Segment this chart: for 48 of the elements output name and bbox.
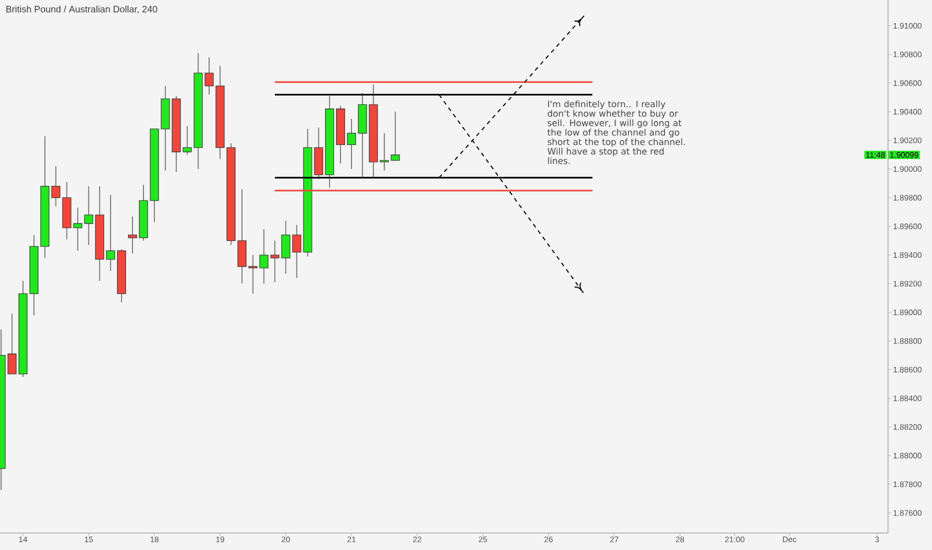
y-tick-label: 1.89800	[894, 194, 922, 201]
y-tick-label: 1.90000	[894, 166, 922, 172]
candlestick	[51, 166, 60, 207]
candlestick	[259, 228, 268, 284]
candlestick	[346, 118, 356, 170]
y-tick-label: 1.88800	[894, 338, 922, 344]
candlestick	[390, 111, 400, 161]
text: 1.90099	[890, 152, 918, 158]
candlestick	[84, 186, 94, 246]
x-tick-label: 27	[610, 536, 618, 542]
y-tick-label: 1.88600	[894, 366, 922, 372]
x-tick-label: 18	[150, 536, 158, 542]
y-tick-label: 1.88000	[894, 452, 922, 458]
x-tick-label: Dec	[783, 536, 796, 542]
candlestick	[380, 132, 389, 171]
y-tick-label: 1.90400	[894, 108, 922, 115]
x-tick-label: 14	[19, 536, 28, 542]
x-tick-label: 19	[216, 536, 224, 542]
y-tick-label: 1.88200	[894, 424, 922, 430]
x-tick-label: 20	[282, 536, 290, 542]
y-tick-label: 1.89600	[894, 224, 922, 230]
candlestick	[8, 313, 17, 374]
x-tick-label: 21:00	[725, 536, 744, 542]
y-tick-label: 1.90800	[894, 52, 922, 58]
y-tick-label: 1.90200	[894, 138, 922, 144]
x-tick-label: 25	[478, 536, 487, 542]
x-tick-label: 28	[676, 536, 684, 542]
x-tick-label: 22	[413, 536, 422, 542]
y-tick-label: 1.89000	[894, 310, 922, 316]
y-tick-label: 1.90600	[894, 80, 922, 86]
candlestick	[128, 216, 137, 254]
y-tick-label: 1.89400	[894, 252, 922, 258]
x-tick-label: 3	[875, 536, 879, 542]
y-tick-label: 1.87800	[894, 481, 922, 488]
candlestick	[248, 254, 258, 294]
candlestick	[204, 56, 214, 96]
x-tick-label: 15	[84, 536, 93, 542]
text: British Pound / Australian Dollar, 240	[6, 6, 158, 14]
y-tick-label: 1.87600	[894, 510, 922, 516]
y-tick-label: 1.89200	[894, 280, 922, 287]
candlestick	[270, 240, 280, 283]
y-tick-label: 1.88400	[894, 395, 922, 402]
annotation: 11:48	[866, 152, 885, 158]
y-tick-label: 1.91000	[894, 22, 922, 29]
annotation: I'm definitely torn.. I really don't know whether to buy or sell. However, I will go long at the low of the channel and go short at the top of the channel. Will have a stop at the red lines.	[548, 100, 685, 164]
candlestick	[106, 194, 116, 272]
x-tick-label: 26	[544, 536, 553, 542]
x-tick-label: 21	[347, 536, 356, 542]
